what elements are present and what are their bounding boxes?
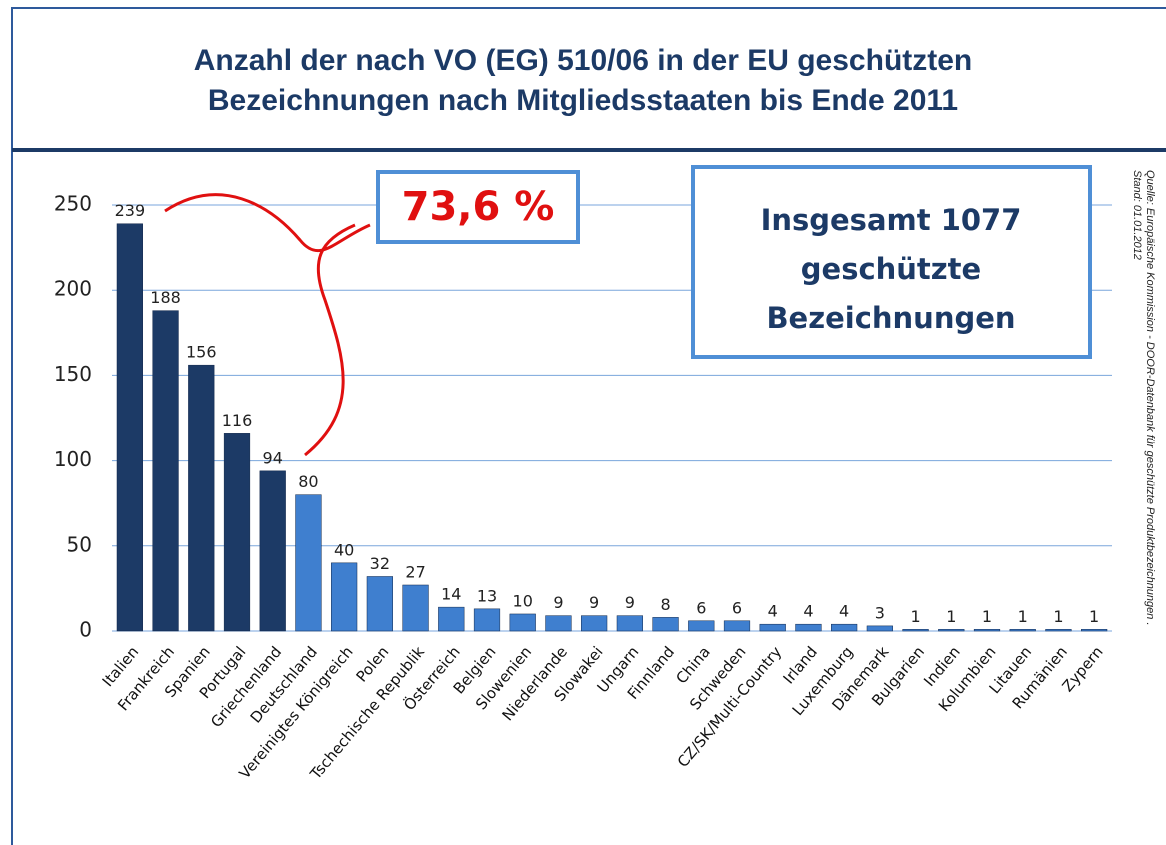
total-annotation: geschützte [801, 252, 981, 286]
share-box [376, 170, 580, 244]
bar [152, 310, 179, 632]
total-annotation: Bezeichnungen [766, 301, 1015, 335]
bar [723, 620, 751, 632]
value-label: 94 [263, 448, 283, 467]
bracket [164, 193, 371, 457]
bar [188, 364, 215, 632]
bar [366, 576, 393, 632]
bar [223, 433, 251, 632]
value-label: 1 [1018, 607, 1028, 626]
y-tick-label: 0 [79, 618, 92, 642]
value-label: 1 [1053, 607, 1063, 626]
bar [259, 470, 286, 632]
bar [509, 613, 536, 632]
value-label: 32 [370, 554, 390, 573]
value-label: 13 [477, 586, 497, 605]
value-label: 1 [982, 607, 992, 626]
source: Quelle: Europäische Kommission - DOOR-Da… [1144, 170, 1156, 626]
y-tick-label: 150 [54, 362, 92, 386]
value-label: 116 [222, 411, 253, 430]
value-label: 239 [115, 201, 146, 220]
value-label: 14 [441, 585, 461, 604]
bar [688, 620, 715, 632]
value-label: 27 [405, 562, 425, 581]
bar [938, 629, 965, 632]
value-label: 4 [803, 602, 813, 621]
value-label: 1 [946, 607, 956, 626]
share-annotation: 73,6 % [402, 184, 555, 230]
value-label: 1 [910, 607, 920, 626]
value-label: 4 [768, 602, 778, 621]
source: Stand: 01.01.2012 [1131, 170, 1143, 260]
value-label: 9 [553, 593, 563, 612]
chart-title: Bezeichnungen nach Mitgliedsstaaten bis … [208, 84, 958, 117]
bar [973, 629, 1001, 632]
value-label: 8 [660, 595, 670, 614]
value-label: 9 [589, 593, 599, 612]
bar [1045, 629, 1072, 632]
bar [759, 623, 786, 632]
value-label: 188 [150, 288, 181, 307]
value-label: 6 [732, 598, 742, 617]
bar [295, 494, 322, 632]
bar [473, 608, 501, 632]
y-tick-label: 250 [54, 192, 92, 216]
grid: 0 50 100 150 200 250 [54, 192, 1112, 642]
value-label: 10 [513, 591, 533, 610]
bar [116, 223, 143, 632]
bar [438, 606, 465, 632]
total-annotation: Insgesamt 1077 [761, 203, 1022, 237]
value-label: 4 [839, 602, 849, 621]
y-tick-label: 200 [54, 277, 92, 301]
bar [866, 625, 893, 632]
value-label: 6 [696, 598, 706, 617]
bar [652, 617, 679, 632]
bar [616, 615, 643, 632]
total-box [691, 165, 1092, 359]
bar [581, 615, 608, 632]
y-tick-label: 50 [67, 532, 92, 556]
bar [1009, 629, 1036, 632]
value-label: 9 [625, 593, 635, 612]
bar [402, 584, 429, 632]
bar [331, 562, 358, 632]
value-label: 40 [334, 540, 354, 559]
value-label: 156 [186, 343, 217, 362]
bar [795, 623, 822, 632]
bar [831, 623, 858, 632]
chart-title: Anzahl der nach VO (EG) 510/06 in der EU… [194, 44, 973, 77]
y-tick-label: 100 [54, 447, 92, 471]
frame [11, 7, 1166, 845]
bar [902, 629, 929, 632]
value-label: 1 [1089, 607, 1099, 626]
value-label: 80 [298, 472, 318, 491]
bar [1081, 629, 1108, 632]
value-label: 3 [875, 603, 885, 622]
bar [545, 615, 572, 632]
